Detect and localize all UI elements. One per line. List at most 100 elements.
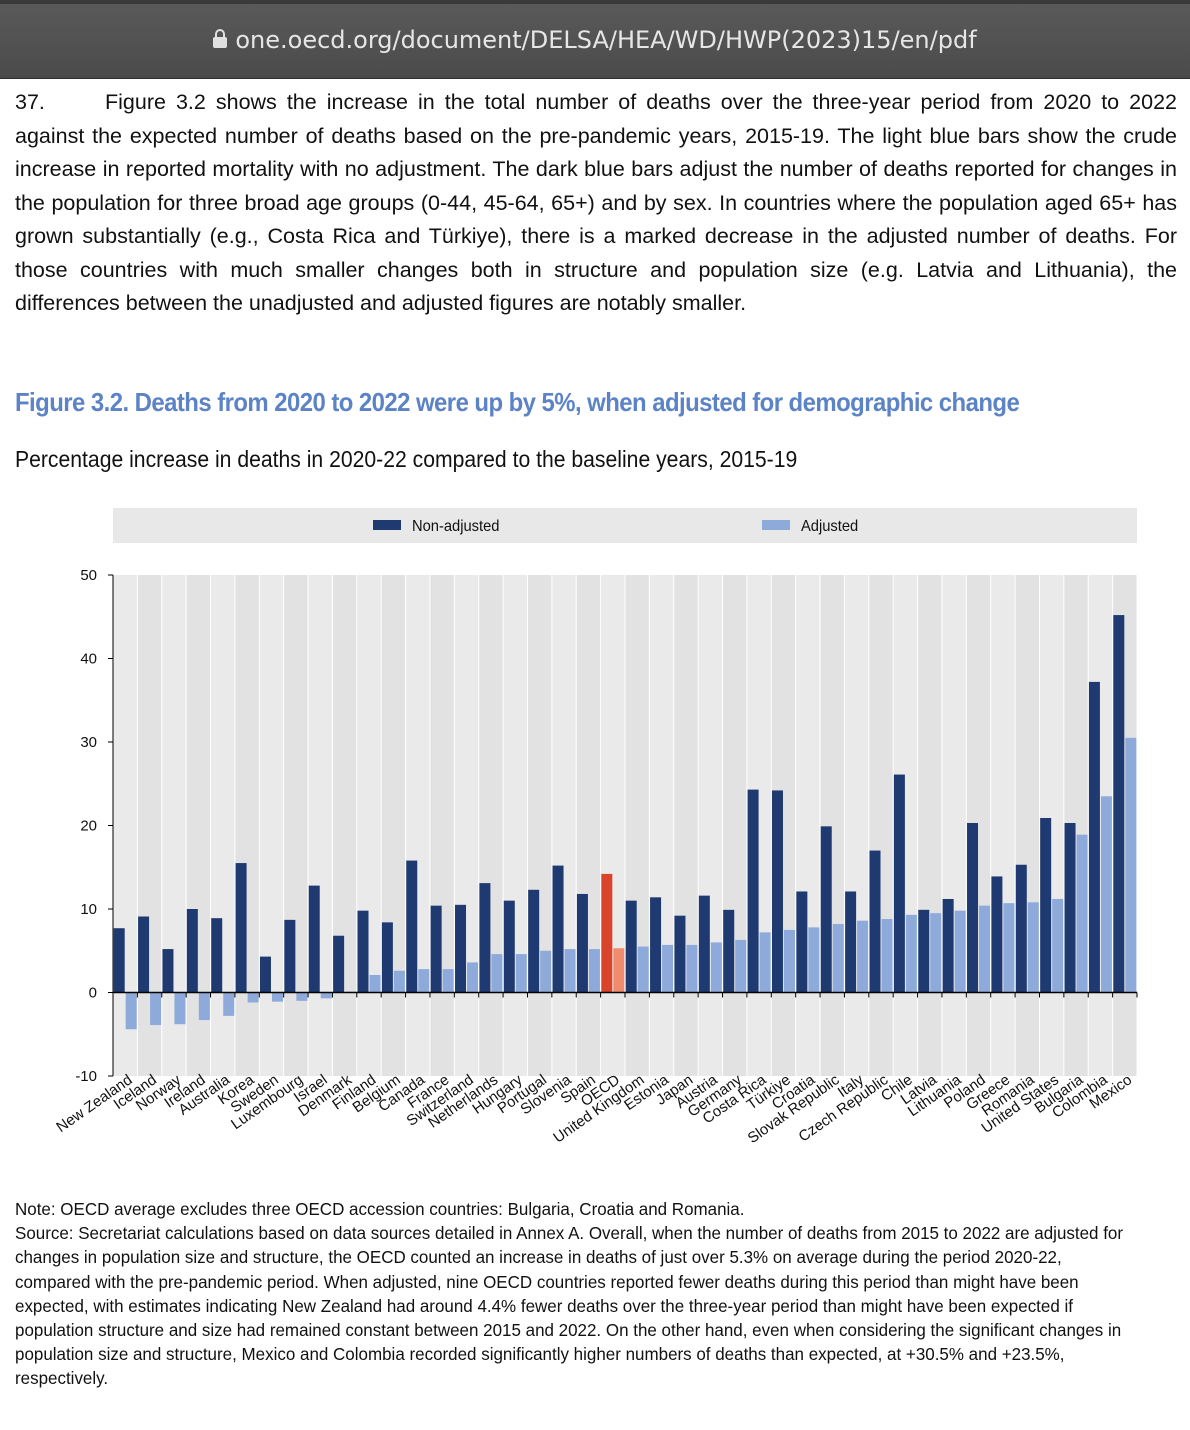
category-band [625,575,650,1076]
category-band [405,575,430,1076]
bar-adjusted-italy [857,920,869,993]
bar-non-adjusted-united-kingdom [625,900,637,993]
category-band [551,575,577,1076]
bar-adjusted-australia [223,992,235,1016]
category-band [1015,575,1040,1076]
figure-title: Figure 3.2. Deaths from 2020 to 2022 wer… [15,387,1020,417]
bar-adjusted-israel [320,992,332,999]
category-band [332,575,357,1076]
bar-non-adjusted-colombia [1088,681,1100,993]
bar-adjusted-luxembourg [296,992,308,1001]
category-band [941,575,967,1076]
bar-adjusted-slovak-republic [832,924,844,993]
bar-non-adjusted-japan [674,915,686,993]
category-band [527,575,552,1076]
category-band [795,575,821,1076]
bar-adjusted-oecd [613,948,625,993]
browser-address-bar[interactable]: one.oecd.org/document/DELSA/HEA/WD/HWP(2… [0,0,1190,79]
bar-adjusted-united-states [1052,898,1064,993]
category-band [844,575,869,1076]
figure-notes: Note: OECD average excludes three OECD a… [15,1197,1139,1391]
url-display[interactable]: one.oecd.org/document/DELSA/HEA/WD/HWP(2… [0,26,1190,54]
bar-non-adjusted-iceland [138,916,150,993]
bar-non-adjusted-hungary [503,900,515,993]
bar-adjusted-germany [735,939,747,993]
bar-non-adjusted-korea [235,863,247,993]
bar-adjusted-switzerland [467,962,479,993]
bar-adjusted-greece [1003,903,1015,993]
bar-adjusted-t-rkiye [783,929,795,993]
bar-adjusted-costa-rica [759,932,771,993]
bar-non-adjusted-lithuania [942,898,954,993]
bar-adjusted-slovenia [564,949,576,993]
bar-non-adjusted-poland [967,822,979,993]
bar-non-adjusted-slovak-republic [820,826,832,993]
bar-non-adjusted-finland [357,910,369,993]
bar-adjusted-croatia [808,927,820,993]
bar-non-adjusted-slovenia [552,865,564,993]
bar-non-adjusted-sweden [259,956,271,993]
bar-adjusted-lithuania [954,910,966,993]
category-band [600,575,625,1076]
y-tick-label: 0 [89,985,97,1002]
bar-non-adjusted-bulgaria [1064,822,1076,993]
bar-adjusted-sweden [271,992,283,1002]
bar-adjusted-france [442,969,454,993]
bar-non-adjusted-mexico [1113,615,1125,993]
bar-non-adjusted-croatia [796,891,808,993]
bar-adjusted-canada [418,969,430,993]
bar-non-adjusted-luxembourg [284,919,296,993]
category-band [478,575,504,1076]
bar-non-adjusted-israel [308,885,320,993]
bar-non-adjusted-austria [698,895,710,993]
paragraph-number: 37. [15,90,45,114]
bar-non-adjusted-oecd [601,873,613,993]
category-band [868,575,894,1076]
bar-adjusted-japan [686,944,698,993]
figure-subtitle: Percentage increase in deaths in 2020-22… [15,446,798,472]
y-tick-label: 30 [80,734,97,751]
bar-adjusted-mexico [1125,737,1137,993]
category-band [503,575,528,1076]
category-band [917,575,942,1076]
bar-non-adjusted-italy [845,891,857,993]
bar-adjusted-korea [247,992,259,1003]
bar-non-adjusted-czech-republic [869,850,881,993]
category-band [429,575,455,1076]
bar-adjusted-finland [369,974,381,993]
bar-non-adjusted-germany [723,909,735,993]
bar-non-adjusted-australia [211,918,223,993]
category-band [990,575,1016,1076]
category-band [673,575,699,1076]
bar-non-adjusted-switzerland [455,904,467,993]
category-band [356,575,382,1076]
bar-non-adjusted-greece [991,876,1003,993]
bar-adjusted-colombia [1100,796,1112,993]
note-text: Note: OECD average excludes three OECD a… [15,1199,745,1219]
category-band [820,575,845,1076]
category-band [454,575,479,1076]
bar-adjusted-belgium [393,970,405,993]
body-paragraph: 37. Figure 3.2 shows the increase in the … [15,86,1177,321]
bar-non-adjusted-spain [576,893,588,993]
legend-swatch [373,520,401,530]
bar-non-adjusted-portugal [528,889,540,993]
category-band [649,575,674,1076]
bar-non-adjusted-norway [162,949,174,993]
bar-adjusted-spain [588,949,600,993]
bar-adjusted-norway [174,992,186,1025]
category-band [722,575,747,1076]
bar-adjusted-hungary [515,954,527,993]
bar-adjusted-united-kingdom [637,946,649,993]
y-tick-label: -10 [75,1068,97,1085]
bar-adjusted-latvia [930,913,942,993]
bar-adjusted-austria [710,942,722,993]
category-band [381,575,406,1076]
bar-non-adjusted-canada [406,860,418,993]
bar-non-adjusted-france [430,905,442,993]
bar-adjusted-iceland [150,992,162,1026]
bar-non-adjusted-latvia [918,909,930,993]
lock-icon [213,29,228,48]
bar-adjusted-netherlands [491,954,503,993]
